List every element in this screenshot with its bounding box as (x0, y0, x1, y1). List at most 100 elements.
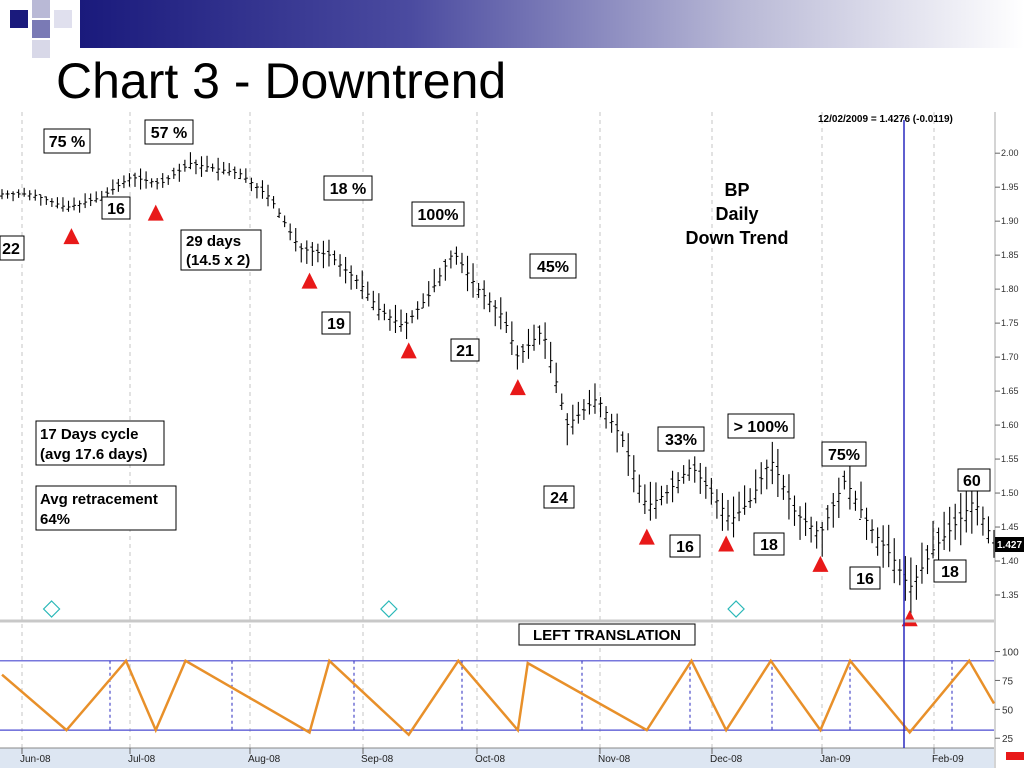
price-bars (0, 152, 996, 614)
annotation-33pct-text: 33% (665, 432, 697, 449)
annotation-16-c-text: 16 (856, 571, 874, 588)
time-tick-label: Dec-08 (710, 754, 743, 765)
annotation-22: 22 (0, 235, 25, 261)
annotation-57pct: 57 % (144, 119, 194, 145)
time-tick-label: Oct-08 (475, 754, 505, 765)
annotation-19-text: 19 (327, 316, 345, 333)
annotation-16-b-text: 16 (676, 539, 694, 556)
chart-note-ticker: BP (724, 180, 749, 200)
price-tick-label: 1.40 (1001, 556, 1019, 566)
cycle-markers (42, 600, 745, 618)
annotation-19: 19 (321, 311, 351, 335)
annotation-60: 60 (957, 468, 991, 492)
annotation-16-c: 16 (849, 566, 881, 590)
cycle-marker-diamond (42, 600, 61, 618)
annotation-cycle: 17 Days cycle (avg 17.6 days) (35, 420, 165, 466)
annotation-24: 24 (543, 485, 575, 509)
annotation-57pct-text: 57 % (151, 125, 187, 142)
annotation-24-text: 24 (550, 490, 568, 507)
annotation-29days: 29 days (14.5 x 2) (180, 229, 262, 271)
price-tick-label: 1.70 (1001, 352, 1019, 362)
chart-note-trend: Down Trend (686, 228, 789, 248)
annotation-33pct: 33% (657, 426, 705, 452)
time-tick-label: Jul-08 (128, 754, 156, 765)
price-tick-label: 1.90 (1001, 216, 1019, 226)
time-tick-label: Nov-08 (598, 754, 631, 765)
annotation-75pct-2: 75% (821, 441, 867, 467)
price-tick-label: 1.65 (1001, 386, 1019, 396)
price-tick-label: 1.35 (1001, 590, 1019, 600)
annotation-left-translation-text: LEFT TRANSLATION (533, 627, 681, 644)
price-axis: 2.00 1.95 1.90 1.85 1.80 1.75 1.70 1.65 1.60 1.55… (995, 148, 1019, 600)
annotation-75pct-text: 75 % (49, 134, 85, 151)
scroll-indicator (1006, 752, 1024, 760)
oscillator-panel (0, 658, 996, 737)
last-price-label: 1.427 (997, 540, 1022, 551)
annotation-75pct-2-text: 75% (828, 447, 860, 464)
title-bar (80, 0, 1024, 48)
annotation-gt100pct: > 100% (727, 413, 795, 439)
annotation-21: 21 (450, 338, 480, 362)
annotation-18-b: 18 (933, 559, 967, 583)
time-tick-label: Sep-08 (361, 754, 394, 765)
price-tick-label: 2.00 (1001, 148, 1019, 158)
annotation-45pct-text: 45% (537, 259, 569, 276)
price-tick-label: 1.50 (1001, 488, 1019, 498)
annotation-60-text: 60 (963, 473, 981, 490)
annotation-21-text: 21 (456, 343, 474, 360)
chart-note-period: Daily (715, 204, 758, 224)
annotation-22-text: 22 (2, 241, 20, 258)
cycle-low-triangle (147, 204, 164, 221)
cycle-low-triangle (638, 528, 655, 545)
price-chart: 2.00 1.95 1.90 1.85 1.80 1.75 1.70 1.65 1.60 1.55… (0, 112, 1024, 768)
time-tick-label: Jun-08 (20, 754, 51, 765)
price-tick-label: 1.45 (1001, 522, 1019, 532)
price-tick-label: 1.75 (1001, 318, 1019, 328)
cycle-marker-diamond (727, 600, 745, 618)
oscillator-axis: 100 75 50 25 (995, 648, 1019, 745)
oscillator-tick-label: 75 (1002, 676, 1014, 687)
time-tick-label: Aug-08 (248, 754, 281, 765)
oscillator-tick-label: 50 (1002, 705, 1014, 716)
last-price-tag (995, 537, 1024, 552)
cycle-low-triangle (301, 272, 318, 289)
annotation-18pct-text: 18 % (330, 181, 366, 198)
cycle-low-triangle (718, 535, 735, 552)
annotation-100pct: 100% (411, 201, 465, 227)
annotation-cycle-line1: 17 Days cycle (40, 426, 138, 443)
annotation-18-a: 18 (753, 532, 785, 556)
annotation-18-b-text: 18 (941, 564, 959, 581)
annotation-retrace-line1: Avg retracement (40, 491, 158, 508)
price-tick-label: 1.80 (1001, 284, 1019, 294)
price-tick-label: 1.55 (1001, 454, 1019, 464)
time-tick-label: Feb-09 (932, 754, 964, 765)
annotation-18-a-text: 18 (760, 537, 778, 554)
annotation-16-a-text: 16 (107, 201, 125, 218)
annotation-29days-line2: (14.5 x 2) (186, 252, 250, 269)
annotation-45pct: 45% (529, 253, 577, 279)
annotation-16-b: 16 (669, 534, 701, 558)
price-tick-label: 1.95 (1001, 182, 1019, 192)
price-tick-label: 1.85 (1001, 250, 1019, 260)
time-axis: Jun-08 Jul-08 Aug-08 Sep-08 Oct-08 Nov-08 Dec-… (0, 747, 1024, 768)
annotation-16-a: 16 (101, 196, 131, 220)
oscillator-tick-label: 25 (1002, 734, 1014, 745)
annotation-gt100pct-text: > 100% (734, 419, 789, 436)
slide-logo-squares (10, 0, 72, 58)
price-tick-label: 1.60 (1001, 420, 1019, 430)
annotation-retrace-line2: 64% (40, 511, 70, 528)
oscillator-tick-label: 100 (1002, 648, 1019, 659)
header-readout: 12/02/2009 = 1.4276 (-0.0119) (818, 114, 953, 125)
slide-title: Chart 3 - Downtrend (56, 53, 507, 109)
annotation-75pct: 75 % (43, 128, 91, 154)
annotation-retrace: Avg retracement 64% (35, 485, 177, 531)
annotation-left-translation: LEFT TRANSLATION (518, 623, 696, 646)
chart-background (0, 112, 1024, 768)
cycle-low-triangle (812, 555, 829, 572)
annotation-cycle-line2: (avg 17.6 days) (40, 446, 148, 463)
oscillator-line (1, 658, 996, 737)
time-axis-band (0, 748, 994, 768)
cycle-marker-diamond (380, 600, 398, 618)
time-tick-label: Jan-09 (820, 754, 851, 765)
annotation-29days-line1: 29 days (186, 233, 241, 250)
